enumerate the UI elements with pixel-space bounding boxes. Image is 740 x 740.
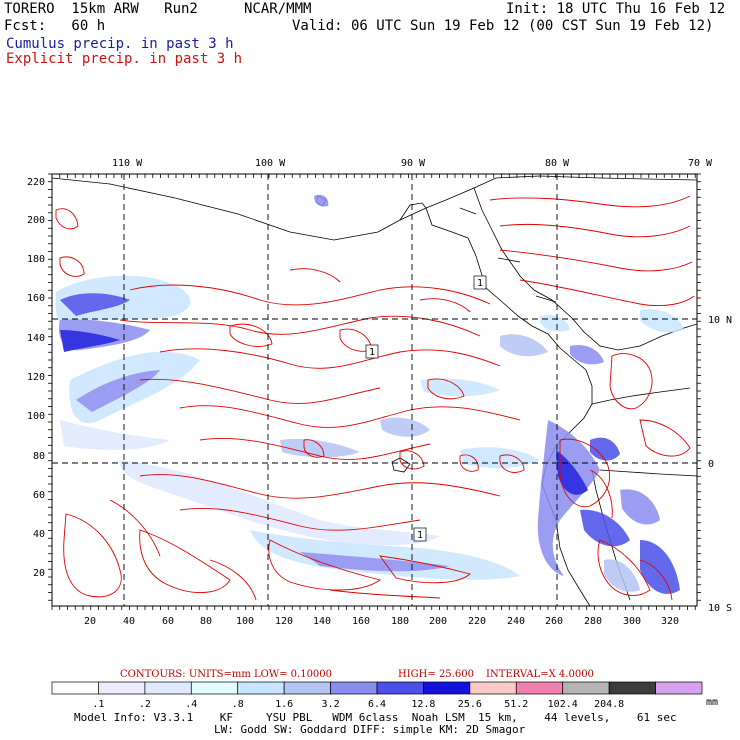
grid-y-label: 140 [27,333,45,344]
grid-x-label: 60 [162,616,174,627]
colorbar-swatch [376,681,424,695]
colorbar-swatch [562,681,610,695]
explicit-field-label: Explicit precip. in past 3 h [6,51,243,67]
axis-ticks [48,173,701,610]
grid-x-label: 100 [236,616,254,627]
grid-x-label: 260 [545,616,563,627]
bottom-grid-labels: 20 40 60 80 100 120 140 160 180 200 220 … [84,616,679,627]
top-longitude-labels: 110 W 100 W 90 W 80 W 70 W [112,158,713,169]
grid-x-label: 180 [391,616,409,627]
lat-label: 10 S [708,603,732,614]
colorbar-swatch [237,681,285,695]
colorbar-label: 1.6 [275,699,293,710]
grid-x-label: 140 [313,616,331,627]
latlon-grid [52,174,697,606]
contour-label-group: 1 1 1 [365,275,487,542]
grid-y-label: 60 [33,490,45,501]
colorbar-swatch [330,681,378,695]
lon-label: 80 W [545,158,570,169]
lon-label: 110 W [112,158,143,169]
colorbar-swatch [98,681,146,695]
model-title: TORERO 15km ARW Run2 [4,1,198,17]
grid-y-label: 200 [27,215,45,226]
grid-x-label: 20 [84,616,96,627]
lon-label: 90 W [401,158,426,169]
contour-label: 1 [369,347,375,358]
colorbar-swatch [144,681,192,695]
colorbar-label: 6.4 [368,699,386,710]
grid-y-label: 220 [27,177,45,188]
grid-y-label: 180 [27,254,45,265]
grid-y-label: 80 [33,451,45,462]
colorbar-swatch [608,681,656,695]
contour-high-text: HIGH= 25.600 [398,669,474,680]
contour-label: 1 [477,278,483,289]
colorbar-label: 51.2 [504,699,528,710]
grid-x-label: 80 [200,616,212,627]
contour-interval-text: INTERVAL=X 4.0000 [486,669,594,680]
colorbar-swatch [51,681,99,695]
grid-x-label: 160 [352,616,370,627]
grid-y-label: 20 [33,568,45,579]
grid-x-label: 300 [623,616,641,627]
grid-x-label: 220 [468,616,486,627]
grid-x-label: 120 [275,616,293,627]
colorbar-swatch [655,681,703,695]
colorbar-swatch [515,681,564,695]
colorbar-swatch [283,681,331,695]
right-latitude-labels: 10 N 0 10 S [708,315,732,614]
grid-x-label: 40 [123,616,135,627]
contour-info: CONTOURS: UNITS=mm LOW= 0.10000 HIGH= 25… [120,669,594,680]
colorbar-label: .2 [139,699,151,710]
model-info-line2: LW: Godd SW: Goddard DIFF: simple KM: 2D… [214,723,526,736]
grid-x-label: 280 [584,616,602,627]
colorbar-label: 102.4 [548,699,578,710]
contour-label: 1 [417,530,423,541]
grid-x-label: 240 [507,616,525,627]
explicit-precip-contours [55,195,695,601]
colorbar-label: 204.8 [594,699,624,710]
model-info-line1: Model Info: V3.3.1 KF YSU PBL WDM 6class… [74,711,677,724]
grid-y-label: 100 [27,411,45,422]
map-frame [51,173,698,607]
colorbar-label: .8 [232,699,244,710]
colorbar-label: 12.8 [411,699,435,710]
left-grid-labels: 220 200 180 160 140 120 100 80 60 40 20 [27,177,45,579]
valid-time: Valid: 06 UTC Sun 19 Feb 12 (00 CST Sun … [292,18,714,34]
lon-label: 70 W [688,158,713,169]
grid-y-label: 120 [27,372,45,383]
cumulus-field-label: Cumulus precip. in past 3 h [6,36,234,52]
colorbar-label: .1 [92,699,104,710]
colorbar-swatch [190,681,239,695]
map-content: 1 1 1 [52,174,697,606]
colorbar-swatch [469,681,517,695]
grid-x-label: 200 [429,616,447,627]
org-label: NCAR/MMM [244,1,312,17]
colorbar-label: .4 [185,699,197,710]
colorbar-label: 25.6 [458,699,482,710]
forecast-hour: Fcst: 60 h [4,18,106,34]
grid-y-label: 160 [27,293,45,304]
colorbar-label: 3.2 [322,699,340,710]
grid-x-label: 320 [661,616,679,627]
grid-y-label: 40 [33,529,45,540]
lat-label: 0 [708,459,714,470]
colorbar: .1 .2 .4 .8 1.6 3.2 6.4 12.8 25.6 51.2 102.4 204.8 [51,681,703,710]
colorbar-swatch [423,681,471,695]
init-time: Init: 18 UTC Thu 16 Feb 12 [506,1,726,17]
contour-units-text: CONTOURS: UNITS=mm LOW= 0.10000 [120,669,332,680]
lon-label: 100 W [255,158,286,169]
lat-label: 10 N [708,315,732,326]
colorbar-unit: mm [706,697,718,708]
